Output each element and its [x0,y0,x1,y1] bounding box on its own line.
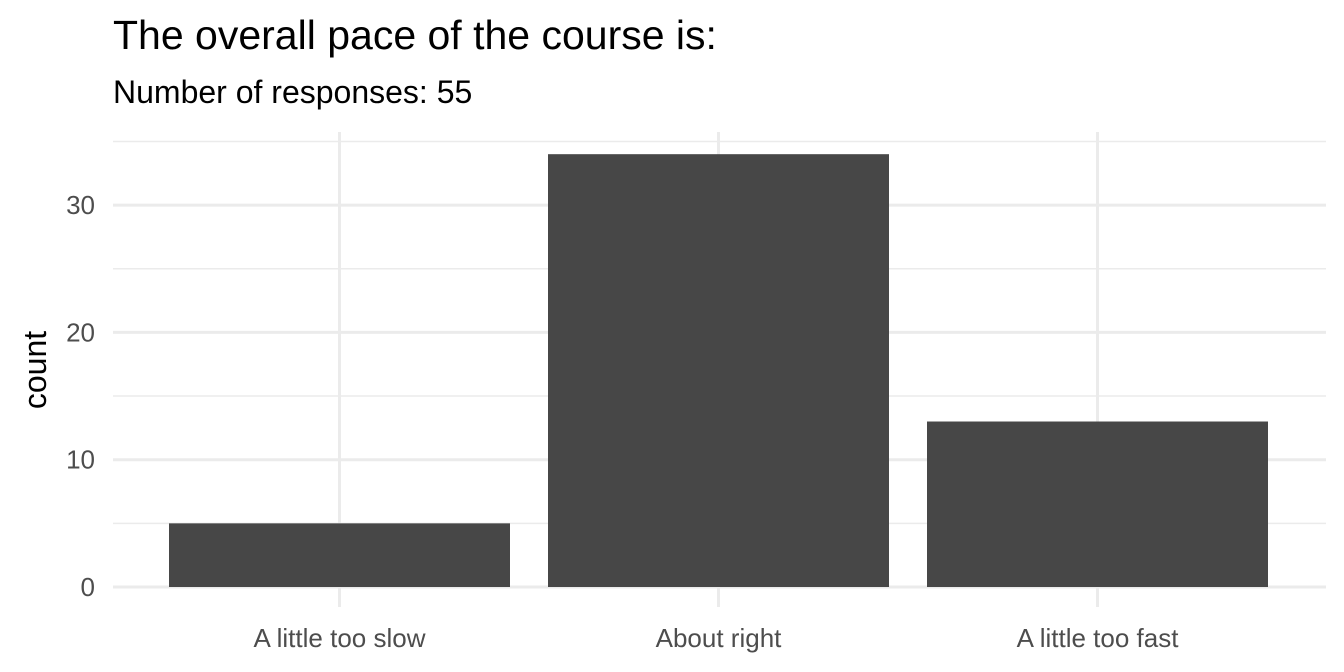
y-axis-ticks: 0 10 20 30 [66,190,95,602]
bar [169,523,510,587]
y-axis-title: count [17,331,53,409]
bars [169,154,1268,587]
x-tick-label: A little too slow [254,623,426,653]
chart-title: The overall pace of the course is: [113,12,717,58]
bar [927,421,1268,587]
bar [548,154,889,587]
y-tick-label: 10 [66,445,95,475]
chart-subtitle: Number of responses: 55 [113,74,473,110]
y-tick-label: 0 [81,572,95,602]
x-tick-label: A little too fast [1017,623,1180,653]
y-tick-label: 30 [66,190,95,220]
x-axis-ticks: A little too slow About right A little too… [254,623,1180,653]
y-tick-label: 20 [66,317,95,347]
x-tick-label: About right [656,623,783,653]
